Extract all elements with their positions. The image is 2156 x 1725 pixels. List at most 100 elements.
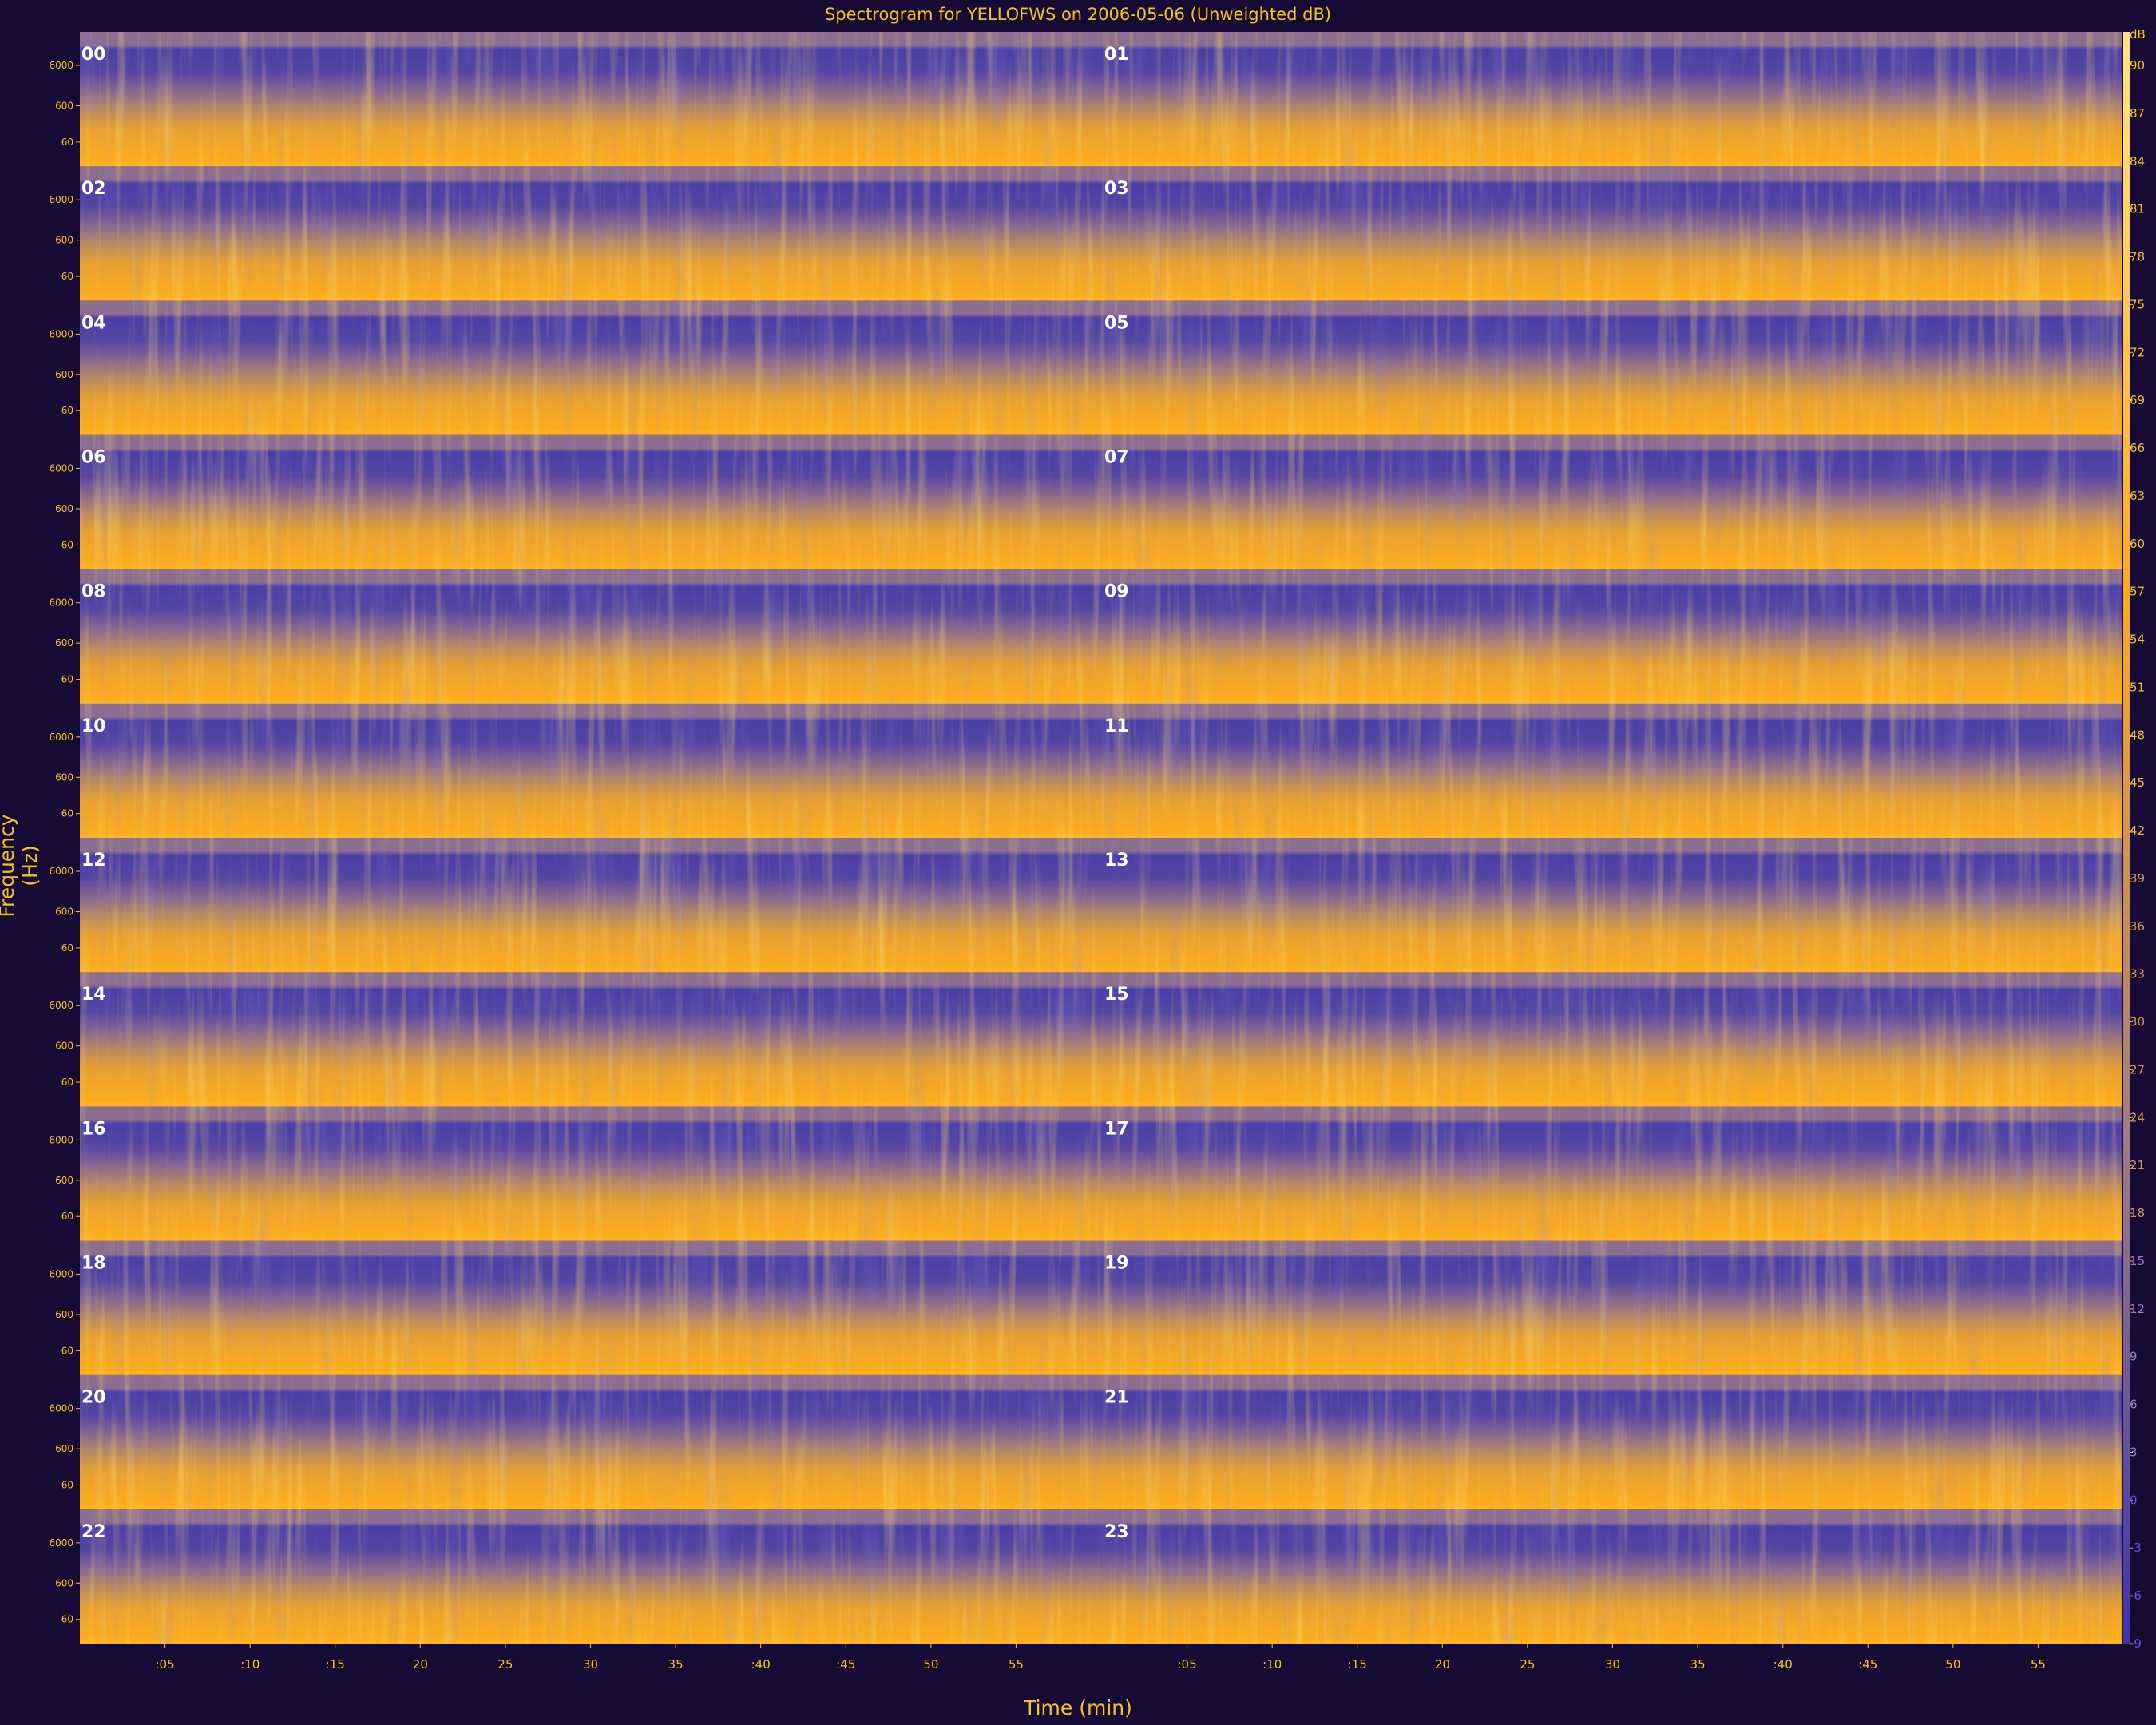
time-tick-label: 25 [1520,1657,1535,1671]
time-tick-label: 50 [1945,1657,1960,1671]
time-tick-label: 30 [1605,1657,1620,1671]
hour-label: 03 [1104,179,1129,199]
hour-label: 16 [81,1119,106,1139]
time-tick-label: :15 [1348,1657,1367,1671]
colorbar-tick-label: -6 [2130,1588,2142,1603]
frequency-tick-label: 600 [55,1175,73,1186]
hour-label: 21 [1104,1388,1129,1408]
colorbar-tick-label: 45 [2130,775,2145,790]
chart-title: Spectrogram for YELLOFWS on 2006-05-06 (… [824,5,1332,24]
frequency-tick-label: 6000 [49,328,73,339]
colorbar-tick-label: 3 [2130,1445,2138,1459]
time-tick-label: 35 [1690,1657,1706,1671]
colorbar-tick-label: 15 [2130,1254,2145,1268]
colorbar-tick-label: 33 [2130,967,2145,981]
frequency-tick-label: 600 [55,1577,73,1588]
colorbar-tick-label: 60 [2130,537,2145,551]
time-tick-label: :40 [751,1657,771,1671]
frequency-tick-labels: 6000 600 60 6000 600 60 6000 600 60 6000 600 60 6000… [49,60,80,1625]
time-tick-label: 25 [497,1657,513,1671]
time-tick-label: :15 [326,1657,345,1671]
spectrogram-overlays: 00 01 02 03 04 05 06 07 08 09 10 11 12 13 14 15 16 17 18 19… [81,45,1129,1542]
frequency-tick-label: 60 [61,539,73,550]
hour-label: 07 [1104,448,1129,468]
time-tick-label: :10 [240,1657,260,1671]
colorbar-tick-label: 0 [2130,1493,2138,1507]
colorbar-tick-label: 63 [2130,489,2145,503]
time-tick-label: :45 [1858,1657,1877,1671]
frequency-tick-label: 60 [61,1480,73,1491]
frequency-tick-label: 6000 [49,1000,73,1011]
hour-label: 19 [1104,1254,1129,1274]
colorbar-tick-label: -9 [2130,1636,2142,1651]
frequency-tick-label: 6000 [49,194,73,205]
colorbar-tick-label: 12 [2130,1302,2145,1316]
spectrogram-texture [80,32,2122,1644]
hour-label: 10 [81,716,106,736]
frequency-tick-label: 60 [61,942,73,954]
colorbar-tick-label: 39 [2130,871,2145,886]
frequency-tick-label: 600 [55,1309,73,1320]
time-tick-label: :05 [1178,1657,1197,1671]
frequency-tick-label: 600 [55,1041,73,1052]
colorbar-tick-label: 18 [2130,1206,2145,1220]
frequency-tick-label: 600 [55,235,73,246]
time-tick-label: :45 [836,1657,855,1671]
frequency-tick-label: 600 [55,771,73,783]
time-tick-labels: :05:10:15 20 25 30 35:40:45 50 55:05:10:15 20 25… [156,1644,2046,1671]
colorbar-tick-label: 6 [2130,1398,2138,1412]
hour-label: 12 [81,851,106,870]
frequency-tick-label: 6000 [49,732,73,743]
colorbar-tick-label: 75 [2130,297,2145,311]
colorbar-tick-label: 27 [2130,1062,2145,1077]
frequency-tick-label: 60 [61,1211,73,1222]
colorbar-tick-label: 69 [2130,393,2145,407]
frequency-tick-label: 6000 [49,597,73,609]
frequency-tick-label: 600 [55,906,73,917]
frequency-tick-label: 6000 [49,1537,73,1549]
frequency-tick-label: 6000 [49,1134,73,1145]
hour-label: 04 [81,313,106,333]
time-tick-label: 20 [1435,1657,1450,1671]
colorbar-tick-label: 84 [2130,154,2145,169]
colorbar-tick-label: 54 [2130,632,2145,647]
frequency-tick-label: 6000 [49,60,73,71]
colorbar-tick-label: 9 [2130,1350,2138,1364]
colorbar-tick-label: 72 [2130,345,2145,359]
frequency-tick-label: 60 [61,271,73,282]
frequency-tick-label: 6000 [49,866,73,877]
time-tick-label: 35 [668,1657,684,1671]
colorbar-tick-label: 51 [2130,680,2145,694]
x-axis-label: Time (min) [1024,1696,1132,1719]
colorbar-tick-label: 30 [2130,1015,2145,1029]
colorbar-tick-label: 42 [2130,823,2145,838]
frequency-tick-label: 60 [61,1077,73,1088]
colorbar-tick-label: 57 [2130,585,2145,599]
colorbar-unit: dB [2130,27,2146,42]
colorbar-tick-label: 78 [2130,250,2145,264]
hour-label: 02 [81,179,106,199]
hour-label: 14 [81,985,106,1005]
time-tick-label: :10 [1262,1657,1282,1671]
colorbar-tick-label: -3 [2130,1541,2142,1555]
time-tick-label: 55 [1009,1657,1024,1671]
hour-label: 05 [1104,313,1129,333]
hour-label: 06 [81,448,106,468]
frequency-tick-label: 600 [55,1443,73,1454]
frequency-tick-label: 60 [61,674,73,685]
hour-label: 23 [1104,1522,1129,1542]
colorbar-tick-label: 21 [2130,1158,2145,1172]
colorbar-tick-label: 48 [2130,728,2145,742]
hour-label: 17 [1104,1119,1129,1139]
frequency-tick-label: 60 [61,1345,73,1356]
hour-label: 20 [81,1388,106,1408]
hour-label: 13 [1104,851,1129,870]
hour-label: 09 [1104,582,1129,602]
time-tick-label: :05 [156,1657,175,1671]
colorbar-tick-label: 87 [2130,106,2145,121]
hour-label: 11 [1104,716,1129,736]
frequency-tick-label: 6000 [49,463,73,474]
hour-label: 01 [1104,45,1129,65]
colorbar-tick-label: 81 [2130,202,2145,216]
